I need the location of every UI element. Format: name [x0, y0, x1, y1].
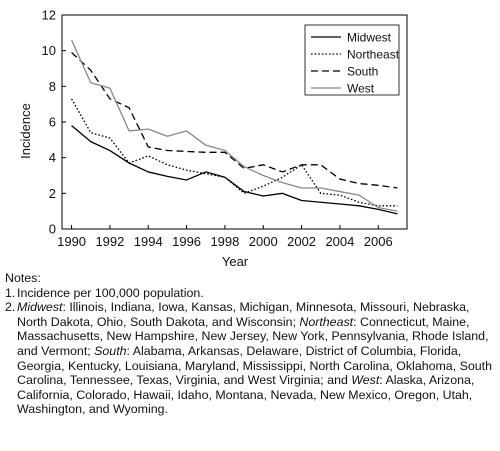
y-tick-label: 10: [42, 43, 56, 58]
y-tick-label: 2: [49, 186, 56, 201]
region-name-south: South: [94, 343, 127, 358]
y-tick-label: 0: [49, 222, 56, 237]
x-tick-label: 2004: [325, 234, 354, 249]
y-tick-label: 12: [42, 8, 56, 23]
note-text: Incidence per 100,000 population.: [17, 285, 204, 300]
x-tick-label: 1994: [134, 234, 163, 249]
series-line-south: [71, 51, 398, 189]
note-number: 1.: [5, 285, 16, 300]
notes-heading: Notes:: [5, 271, 41, 285]
x-tick-label: 2002: [287, 234, 316, 249]
series-line-west: [70, 39, 398, 212]
note-1: 1. Incidence per 100,000 population.: [5, 286, 497, 301]
note-2: 2. Midwest: Illinois, Indiana, Iowa, Kan…: [5, 300, 497, 417]
x-tick-label: 1992: [95, 234, 124, 249]
legend-label-northeast: Northeast: [347, 48, 400, 62]
y-tick-label: 4: [49, 150, 56, 165]
note-number: 2.: [5, 300, 16, 315]
axes: 0 2 4 6 8 10 12 1990 1992 1994 1996 1998 2000 2002 200…: [42, 8, 408, 249]
region-name-west: West: [351, 373, 380, 388]
x-axis-label: Year: [222, 254, 249, 269]
region-name-northeast: Northeast: [299, 314, 354, 329]
legend-label-west: West: [347, 82, 375, 96]
region-states-south: : Alabama, Arkansas, Delaware, District …: [17, 343, 492, 388]
line-chart: 0 2 4 6 8 10 12 1990 1992 1994 1996 1998 2000 2002 200…: [18, 8, 408, 269]
x-tick-label: 1990: [57, 234, 86, 249]
legend-label-midwest: Midwest: [347, 31, 392, 45]
x-tick-label: 2000: [249, 234, 278, 249]
y-axis-label: Incidence: [18, 103, 33, 159]
notes: Notes: 1. Incidence per 100,000 populati…: [5, 271, 497, 417]
series-line-northeast: [71, 98, 398, 207]
region-states-midwest: : Illinois, Indiana, Iowa, Kansas, Michi…: [17, 300, 470, 329]
legend: Midwest Northeast South West: [304, 24, 400, 96]
region-name-midwest: Midwest: [17, 300, 63, 315]
x-tick-label: 1996: [172, 234, 201, 249]
y-tick-label: 6: [49, 115, 56, 130]
region-states-northeast: : Connecticut, Maine, Massachusetts, New…: [17, 314, 489, 358]
region-states-west: : Alaska, Arizona, California, Colorado,…: [17, 373, 475, 417]
x-tick-label: 2006: [364, 234, 393, 249]
x-tick-label: 1998: [210, 234, 239, 249]
note-text: Midwest: Illinois, Indiana, Iowa, Kansas…: [17, 300, 497, 417]
series-line-midwest: [71, 125, 398, 215]
series-layer: [70, 39, 398, 215]
legend-label-south: South: [347, 65, 378, 79]
y-tick-label: 8: [49, 79, 56, 94]
